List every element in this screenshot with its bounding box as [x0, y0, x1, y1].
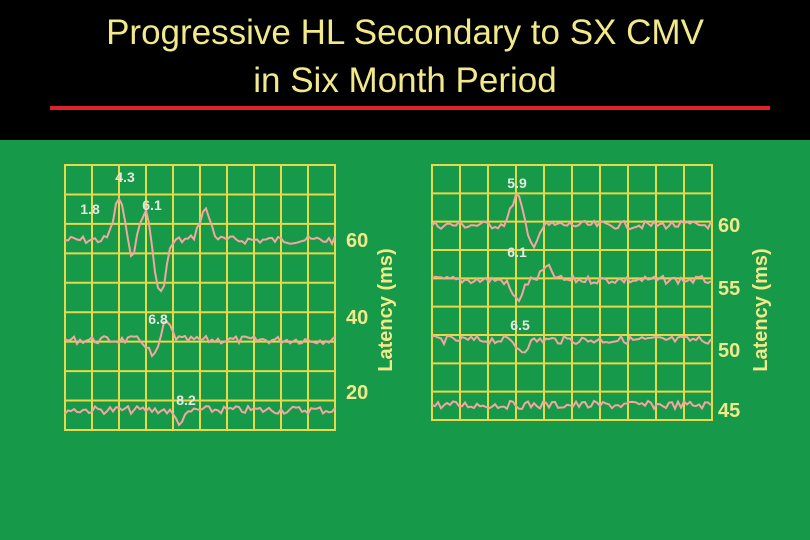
- latency-label: 60: [718, 215, 740, 237]
- peak-label: 6.8: [148, 311, 168, 327]
- latency-label: 20: [346, 382, 368, 404]
- waveform: [431, 399, 712, 412]
- latency-label: 60: [346, 230, 368, 252]
- title-band: [0, 0, 810, 140]
- axis-label: Latency (ms): [375, 248, 397, 371]
- axis-label: Latency (ms): [750, 248, 772, 371]
- peak-label: 6.1: [142, 197, 162, 213]
- latency-label: 50: [718, 340, 740, 362]
- waveform: [431, 193, 712, 250]
- title-line: in Six Month Period: [253, 61, 556, 100]
- latency-label: 45: [718, 400, 740, 422]
- latency-label: 55: [718, 278, 740, 300]
- waveform: [64, 320, 336, 358]
- peak-label: 1.8: [80, 201, 100, 217]
- title-line: Progressive HL Secondary to SX CMV: [106, 13, 704, 52]
- grid: [65, 165, 335, 430]
- grid: [432, 165, 712, 420]
- peak-label: 4.3: [115, 169, 135, 185]
- waveform: [432, 334, 712, 354]
- peak-label: 8.2: [176, 392, 196, 408]
- peak-label: 5.9: [507, 175, 527, 191]
- waveform: [64, 404, 336, 427]
- peak-label: 6.1: [507, 244, 527, 260]
- waveform: [431, 263, 712, 303]
- waveform: [64, 196, 336, 293]
- latency-label: 40: [346, 307, 368, 329]
- peak-label: 6.5: [510, 317, 530, 333]
